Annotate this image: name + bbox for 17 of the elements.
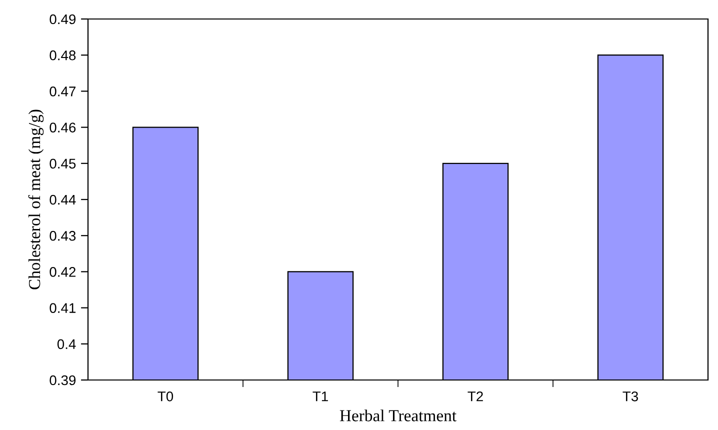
y-tick-label: 0.44 — [50, 194, 76, 205]
x-tick-label: T1 — [312, 392, 328, 402]
y-tick-label: 0.42 — [50, 267, 76, 277]
x-tick-label: T3 — [622, 391, 638, 402]
y-axis-title: Cholesterol of meat (mg/g) — [28, 110, 44, 290]
y-tick-label: 0.46 — [50, 122, 76, 132]
x-axis-title: Herbal Treatment — [340, 410, 456, 422]
y-tick-label: 0.47 — [50, 86, 76, 96]
x-tick-label: T2 — [468, 391, 483, 402]
y-tick-label: 0.4 — [57, 339, 76, 350]
y-tick-label: 0.45 — [50, 158, 76, 169]
y-tick-label: 0.39 — [50, 375, 76, 386]
y-tick-label: 0.49 — [50, 14, 76, 24]
x-tick-label: T0 — [158, 391, 174, 402]
y-tick-label: 0.41 — [50, 303, 76, 313]
y-tick-label: 0.48 — [50, 50, 76, 60]
y-tick-label: 0.43 — [50, 230, 76, 241]
